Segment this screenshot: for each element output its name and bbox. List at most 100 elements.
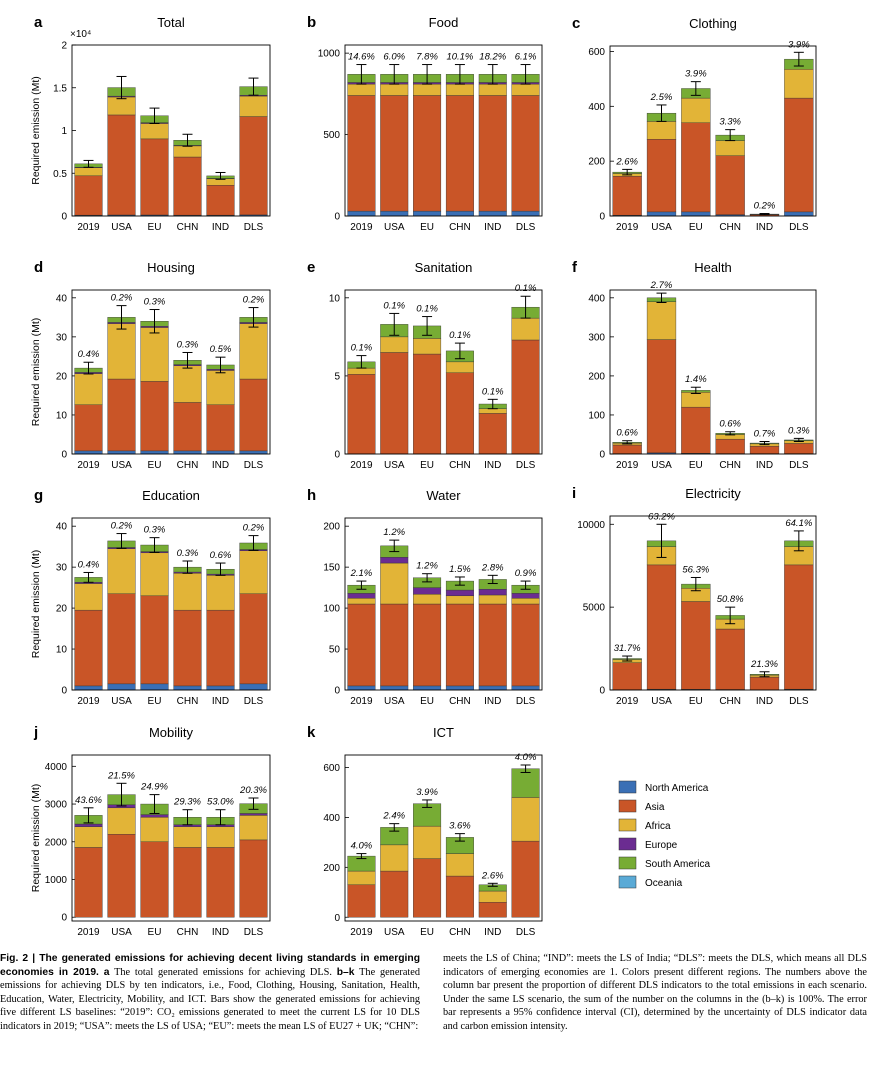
chart-title: Mobility — [149, 725, 194, 740]
bar-segment-asia — [445, 95, 474, 212]
bar-segment-north-america — [445, 210, 474, 217]
legend-label: Oceania — [645, 878, 683, 889]
panel-letter: d — [34, 259, 43, 276]
bar-segment-north-america — [478, 685, 507, 691]
x-tick-label: USA — [111, 222, 132, 233]
data-label: 1.2% — [383, 527, 405, 538]
data-label: 0.1% — [515, 283, 537, 294]
bar-segment-africa — [239, 323, 268, 380]
y-tick-label: 0 — [61, 212, 67, 223]
bar-segment-africa — [347, 367, 376, 375]
panel-letter: j — [33, 724, 38, 741]
x-tick-label: IND — [484, 460, 501, 471]
bar-segment-asia — [74, 609, 103, 687]
bar-segment-north-america — [511, 210, 540, 217]
bar-segment-asia — [347, 884, 376, 918]
panel-letter: g — [34, 487, 43, 504]
data-label: 21.3% — [750, 659, 778, 670]
bar-segment-north-america — [646, 211, 677, 217]
bar-segment-africa — [107, 807, 136, 835]
chart-title: Clothing — [689, 16, 737, 31]
data-label: 56.3% — [682, 564, 709, 575]
data-label: 3.9% — [416, 787, 438, 798]
bar-segment-africa — [239, 95, 268, 117]
bar-segment-asia — [413, 353, 442, 455]
y-tick-label: 400 — [588, 102, 605, 113]
data-label: 0.2% — [243, 295, 265, 306]
data-label: 31.7% — [614, 643, 641, 654]
data-label: 2.7% — [650, 280, 673, 291]
bar-segment-africa — [478, 890, 507, 903]
x-tick-label: IND — [756, 460, 773, 471]
chart-title: ICT — [433, 725, 454, 740]
bar-segment-europe — [347, 593, 376, 599]
bar-segment-africa — [74, 583, 103, 611]
data-label: 0.6% — [719, 419, 741, 430]
x-tick-label: EU — [420, 927, 434, 938]
x-tick-label: 2019 — [350, 222, 373, 233]
bar-segment-asia — [749, 676, 780, 691]
bar-segment-africa — [206, 370, 235, 406]
data-label: 0.3% — [788, 425, 810, 436]
data-label: 3.9% — [788, 39, 810, 50]
bar-segment-europe — [413, 587, 442, 595]
x-tick-label: 2019 — [616, 460, 639, 471]
axis-multiplier: ×10⁴ — [70, 29, 91, 40]
bar-segment-europe — [239, 813, 268, 816]
bar-segment-africa — [74, 167, 103, 177]
panel-b: b Food 0 500 1000 14.6% 2019 6.0% USA 7.8% EU 10.1%… — [307, 14, 543, 233]
bar-segment-north-america — [380, 210, 409, 217]
data-label: 1.5% — [449, 564, 471, 575]
bar-segment-asia — [478, 95, 507, 212]
x-tick-label: EU — [689, 696, 703, 707]
legend-label: Europe — [645, 840, 678, 851]
bar-segment-asia — [380, 352, 409, 455]
x-tick-label: IND — [212, 927, 229, 938]
panel-f: f Health 0 100 200 300 400 0.6% 2019 2.7% USA 1.4% E… — [572, 259, 817, 471]
panel-letter: b — [307, 14, 316, 31]
data-label: 43.6% — [75, 795, 102, 806]
y-tick-label: 50 — [329, 645, 341, 656]
bar-segment-africa — [511, 797, 540, 842]
x-tick-label: USA — [111, 696, 132, 707]
bar-segment-asia — [413, 858, 442, 918]
x-tick-label: IND — [756, 696, 773, 707]
plot-frame — [71, 289, 271, 455]
bar-segment-asia — [173, 847, 202, 918]
bar-segment-asia — [239, 378, 268, 452]
bar-segment-asia — [413, 603, 442, 687]
bar-segment-asia — [239, 116, 268, 216]
bar-segment-africa — [784, 69, 814, 99]
bar-segment-africa — [413, 593, 442, 605]
plot-frame — [344, 754, 543, 922]
data-label: 2.6% — [615, 156, 638, 167]
bar-segment-asia — [715, 155, 745, 215]
bar-segment-africa — [140, 817, 169, 842]
y-tick-label: 200 — [323, 522, 340, 533]
data-label: 0.2% — [111, 293, 133, 304]
data-label: 3.6% — [449, 821, 471, 832]
data-label: 6.1% — [515, 52, 537, 63]
data-label: 7.8% — [416, 52, 438, 63]
data-label: 0.2% — [243, 523, 265, 534]
bar-segment-asia — [140, 841, 169, 918]
y-tick-label: 20 — [56, 604, 68, 615]
figure-canvas: a Total Required emission (Mt) ×10⁴ 0 0.5 1 1.5… — [30, 14, 817, 938]
caption-a-text: The total generated emissions for achiev… — [114, 966, 332, 978]
bar-segment-north-america — [413, 210, 442, 217]
x-tick-label: 2019 — [350, 460, 373, 471]
y-tick-label: 100 — [323, 604, 340, 615]
panel-e: e Sanitation 0 5 10 0.1% 2019 0.1% USA 0.1% EU 0.1%… — [307, 259, 543, 471]
data-label: 0.6% — [616, 428, 638, 439]
bar-segment-south-america — [511, 768, 540, 798]
bar-segment-north-america — [74, 685, 103, 691]
panel-letter: c — [572, 15, 580, 32]
y-axis-label: Required emission (Mt) — [30, 550, 42, 659]
data-label: 0.6% — [210, 550, 232, 561]
y-tick-label: 0 — [334, 450, 340, 461]
bar-segment-asia — [140, 595, 169, 685]
bar-segment-asia — [74, 175, 103, 216]
data-label: 3.3% — [719, 117, 741, 128]
bar-segment-north-america — [173, 685, 202, 691]
bar-segment-asia — [511, 603, 540, 687]
